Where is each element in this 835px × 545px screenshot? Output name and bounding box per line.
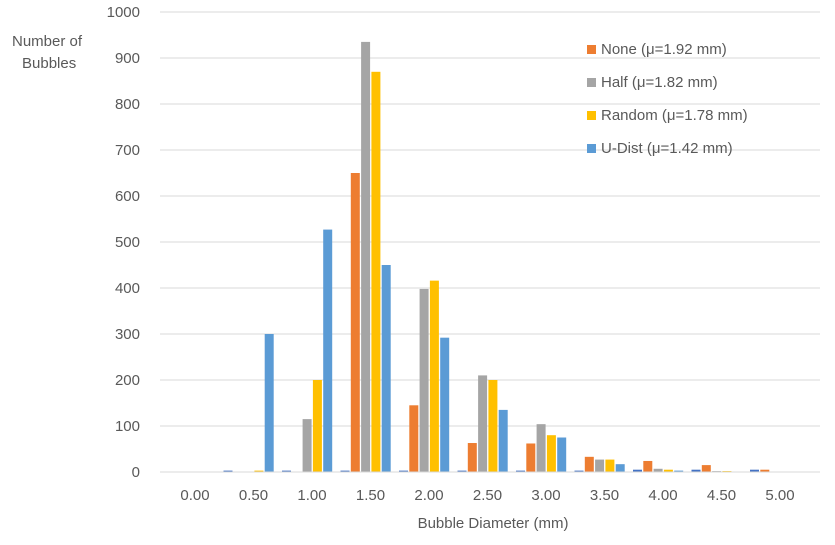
y-tick-label: 100 <box>115 418 140 435</box>
y-tick-label: 800 <box>115 96 140 113</box>
bar <box>254 470 264 472</box>
bar <box>419 288 429 472</box>
bar <box>350 173 360 472</box>
y-axis-title-line-1: Number of <box>12 33 83 50</box>
legend-swatch <box>587 111 596 120</box>
x-tick-label: 0.00 <box>180 487 209 504</box>
bar <box>701 465 711 472</box>
x-tick-label: 1.50 <box>356 487 385 504</box>
bar <box>633 469 642 472</box>
legend-swatch <box>587 45 596 54</box>
legend-label: Half (μ=1.82 mm) <box>601 74 718 91</box>
y-axis-title-line-2: Bubbles <box>22 55 76 72</box>
bar <box>574 470 584 472</box>
bar <box>557 437 567 472</box>
bar <box>674 470 684 472</box>
legend-swatch <box>587 144 596 153</box>
bar <box>478 375 488 472</box>
legend-label: Random (μ=1.78 mm) <box>601 107 748 124</box>
y-tick-label: 200 <box>115 372 140 389</box>
bar <box>429 280 439 472</box>
x-tick-label: 4.50 <box>707 487 736 504</box>
legend-label: U-Dist (μ=1.42 mm) <box>601 140 733 157</box>
bar <box>371 71 381 473</box>
bar <box>409 405 419 472</box>
x-tick-label: 2.00 <box>414 487 443 504</box>
y-tick-label: 400 <box>115 280 140 297</box>
bar <box>381 265 391 472</box>
y-tick-label: 300 <box>115 326 140 343</box>
x-tick-label: 4.00 <box>648 487 677 504</box>
bar <box>361 41 371 473</box>
bar <box>323 229 333 472</box>
x-tick-labels: 0.00 0.50 1.00 1.50 2.00 2.50 3.00 3.50 4.00 4.50… <box>180 487 794 504</box>
bar <box>526 443 536 472</box>
bar <box>605 459 615 472</box>
bar <box>440 337 450 472</box>
x-tick-label: 3.50 <box>590 487 619 504</box>
y-tick-label: 900 <box>115 50 140 67</box>
x-axis-title: Bubble Diameter (mm) <box>418 515 569 532</box>
bar <box>399 470 408 472</box>
bar <box>750 469 759 472</box>
bar <box>595 459 605 472</box>
bar <box>691 469 701 472</box>
y-tick-label: 700 <box>115 142 140 159</box>
legend-label: None (μ=1.92 mm) <box>601 41 727 58</box>
bar <box>663 469 673 472</box>
bar <box>653 468 663 472</box>
bar <box>264 334 274 472</box>
bar <box>340 470 350 472</box>
bar <box>536 424 546 472</box>
x-tick-label: 5.00 <box>765 487 794 504</box>
y-tick-label: 500 <box>115 234 140 251</box>
bar <box>223 470 233 472</box>
gridlines <box>160 11 820 427</box>
legend: None (μ=1.92 mm) Half (μ=1.82 mm) Random (… <box>587 41 748 157</box>
x-tick-label: 0.50 <box>239 487 268 504</box>
legend-swatch <box>587 78 596 87</box>
bar <box>643 460 653 472</box>
bars <box>223 41 770 473</box>
bar <box>457 470 467 472</box>
y-tick-label: 600 <box>115 188 140 205</box>
bar <box>498 409 508 472</box>
bar <box>615 464 625 472</box>
x-tick-label: 2.50 <box>473 487 502 504</box>
x-tick-label: 1.00 <box>297 487 326 504</box>
y-tick-label: 1000 <box>107 4 140 21</box>
bar <box>516 470 525 472</box>
bar <box>584 456 594 472</box>
bar <box>546 435 556 472</box>
bar <box>302 419 312 472</box>
bar <box>760 469 770 472</box>
y-tick-labels: 0 100 200 300 400 500 600 700 800 900 1000 <box>107 4 140 481</box>
bar <box>312 380 322 472</box>
x-tick-label: 3.00 <box>531 487 560 504</box>
y-tick-label: 0 <box>132 464 140 481</box>
bar <box>467 443 477 472</box>
bar <box>488 380 498 472</box>
bar <box>282 470 291 472</box>
